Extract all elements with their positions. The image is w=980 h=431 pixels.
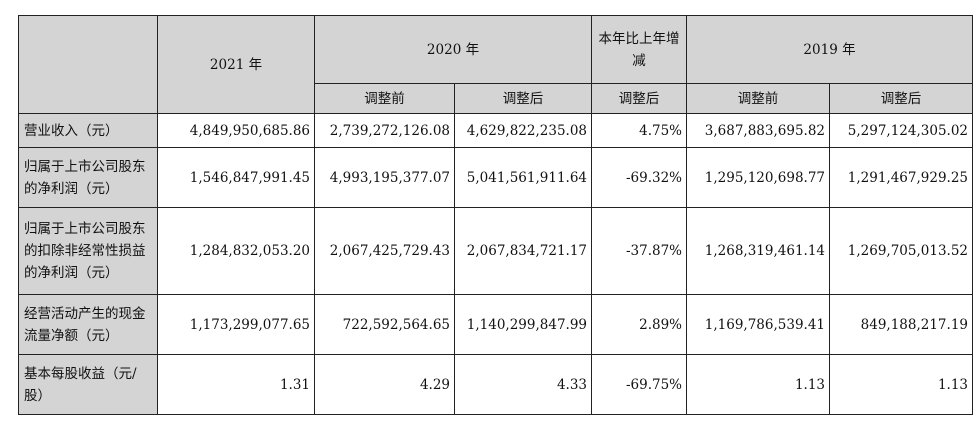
cell-2019-before: 3,687,883,695.82 (686, 113, 830, 148)
header-2020: 2020 年 (314, 15, 592, 84)
cell-2019-after: 1.13 (829, 354, 973, 415)
cell-2021: 1,284,832,053.20 (157, 207, 315, 295)
table-row: 营业收入（元） 4,849,950,685.86 2,739,272,126.0… (18, 113, 973, 148)
cell-yoy: -69.75% (591, 354, 687, 415)
table-row: 归属于上市公司股东的扣除非经常性损益的净利润（元） 1,284,832,053.… (18, 207, 973, 295)
cell-2021: 1.31 (157, 354, 315, 415)
cell-2019-before: 1,268,319,461.14 (686, 207, 830, 295)
row-label: 营业收入（元） (18, 113, 158, 148)
cell-yoy: 4.75% (591, 113, 687, 148)
cell-2020-before: 2,067,425,729.43 (314, 207, 455, 295)
cell-2020-before: 2,739,272,126.08 (314, 113, 455, 148)
header-2019: 2019 年 (686, 15, 973, 84)
cell-2020-after: 5,041,561,911.64 (454, 147, 592, 208)
row-label: 归属于上市公司股东的扣除非经常性损益的净利润（元） (18, 207, 158, 295)
cell-2019-before: 1,169,786,539.41 (686, 294, 830, 355)
cell-2019-before: 1.13 (686, 354, 830, 415)
row-label: 基本每股收益（元/股） (18, 354, 158, 415)
cell-2020-after: 1,140,299,847.99 (454, 294, 592, 355)
cell-2019-after: 1,269,705,013.52 (829, 207, 973, 295)
header-row-adjust: 调整前 调整后 调整后 调整前 调整后 (19, 83, 973, 114)
cell-2021: 4,849,950,685.86 (157, 113, 315, 148)
cell-2019-after: 5,297,124,305.02 (829, 113, 973, 148)
cell-yoy: -37.87% (591, 207, 687, 295)
cell-2021: 1,173,299,077.65 (157, 294, 315, 355)
header-blank-cell (18, 15, 158, 114)
cell-2020-after: 4,629,822,235.08 (454, 113, 592, 148)
header-yoy-after: 调整后 (591, 83, 687, 114)
cell-2020-after: 2,067,834,721.17 (454, 207, 592, 295)
cell-2019-after: 1,291,467,929.25 (829, 147, 973, 208)
header-2020-before: 调整前 (314, 83, 455, 114)
table-row: 经营活动产生的现金流量净额（元） 1,173,299,077.65 722,59… (18, 294, 973, 355)
cell-2020-after: 4.33 (454, 354, 592, 415)
header-yoy: 本年比上年增减 (591, 15, 687, 84)
cell-2020-before: 4,993,195,377.07 (314, 147, 455, 208)
header-2019-after: 调整后 (829, 83, 973, 114)
cell-yoy: -69.32% (591, 147, 687, 208)
header-row-years: 2021 年 2020 年 本年比上年增减 2019 年 (18, 15, 973, 114)
cell-2020-before: 722,592,564.65 (314, 294, 455, 355)
financial-summary-table: 2021 年 2020 年 本年比上年增减 2019 年 调整前 调整后 调整后… (18, 15, 973, 415)
table-row: 归属于上市公司股东的净利润（元） 1,546,847,991.45 4,993,… (18, 147, 973, 208)
cell-2019-before: 1,295,120,698.77 (686, 147, 830, 208)
cell-2019-after: 849,188,217.19 (829, 294, 973, 355)
cell-2021: 1,546,847,991.45 (157, 147, 315, 208)
header-2019-before: 调整前 (686, 83, 830, 114)
row-label: 经营活动产生的现金流量净额（元） (18, 294, 158, 355)
header-2021: 2021 年 (157, 15, 315, 114)
cell-2020-before: 4.29 (314, 354, 455, 415)
row-label: 归属于上市公司股东的净利润（元） (18, 147, 158, 208)
cell-yoy: 2.89% (591, 294, 687, 355)
table-row: 基本每股收益（元/股） 1.31 4.29 4.33 -69.75% 1.13 … (18, 354, 973, 415)
header-2020-after: 调整后 (454, 83, 592, 114)
